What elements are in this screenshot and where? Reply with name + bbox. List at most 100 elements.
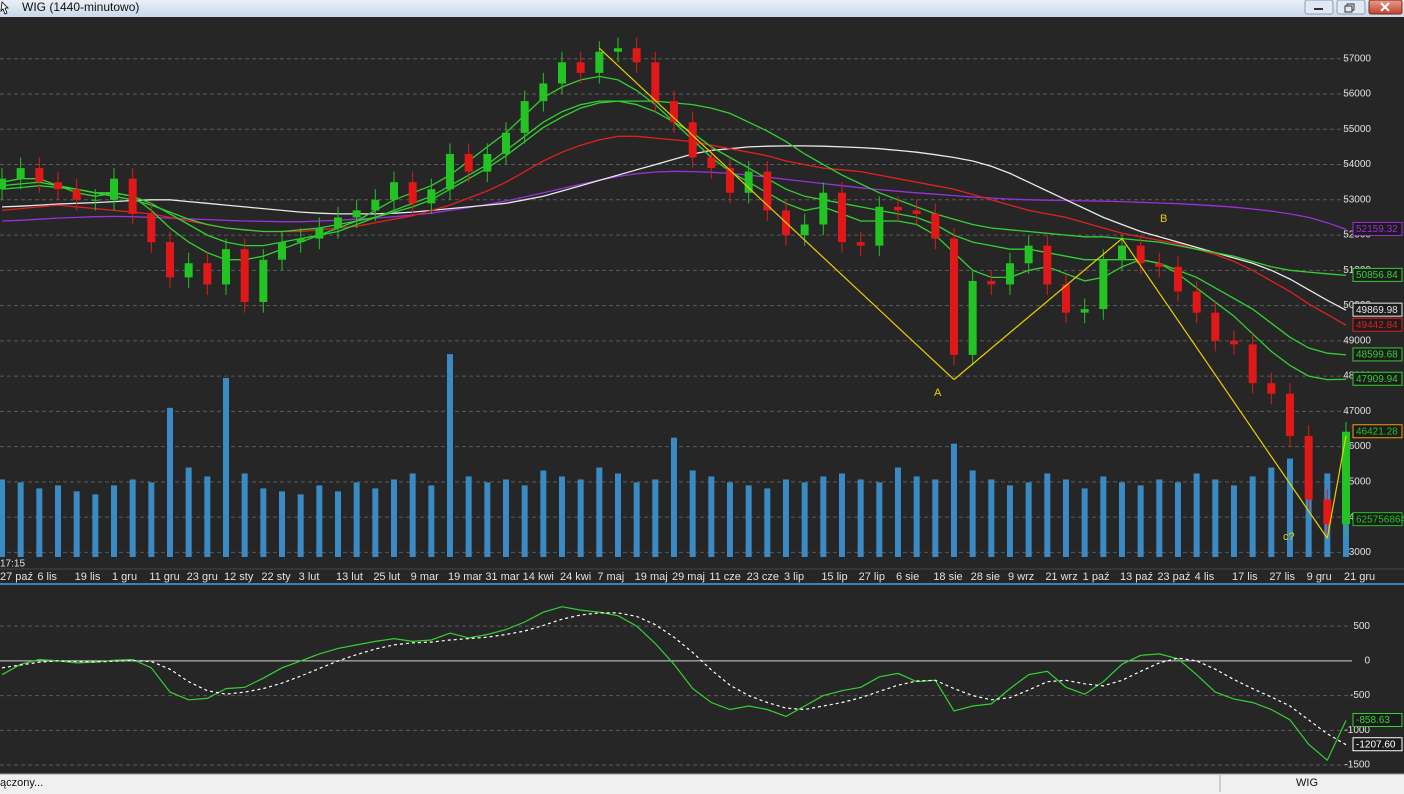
x-tick-label: 19 lis	[75, 571, 101, 583]
volume-bar	[558, 476, 565, 557]
macd-pane: -1500 -1000 -500 0 500 -858.63 -1207.60	[0, 606, 1403, 771]
volume-bar	[1174, 482, 1181, 557]
volume-bar	[1062, 479, 1069, 557]
x-tick-label: 7 maj	[597, 571, 624, 583]
volume-bar	[1137, 485, 1144, 557]
volume-bar	[0, 479, 5, 557]
volume-bar	[316, 485, 323, 557]
volume-bar	[17, 482, 24, 557]
window-icon	[0, 1, 9, 15]
volume-bar	[745, 485, 752, 557]
candle-body	[147, 213, 156, 243]
volume-bar	[633, 482, 640, 557]
candle-body	[72, 189, 81, 200]
x-tick-label: 13 paź	[1120, 571, 1153, 583]
y-tick-label: 54000	[1343, 159, 1371, 170]
y-tick-label: 500	[1353, 621, 1370, 632]
candle-body	[763, 171, 772, 211]
volume-bar	[521, 485, 528, 557]
restore-button[interactable]	[1336, 0, 1366, 15]
x-tick-label: 11 cze	[709, 571, 741, 583]
volume-bar	[801, 482, 808, 557]
x-tick-label: 27 lis	[1269, 571, 1295, 583]
volume-bar	[708, 476, 715, 557]
candle-body	[632, 48, 641, 63]
x-tick-label: 24 kwi	[560, 571, 591, 583]
candle-body	[576, 62, 585, 73]
x-tick-label: 12 sty	[224, 571, 254, 583]
candle-body	[1248, 344, 1257, 384]
candle-body	[1099, 259, 1108, 310]
volume-bar	[726, 482, 733, 557]
x-tick-label: 27 lip	[859, 571, 885, 583]
x-tick-label: 9 gru	[1307, 571, 1332, 583]
volume-bar	[614, 473, 621, 557]
volume-bar	[409, 473, 416, 557]
last-value-label: 47909.94	[1356, 374, 1398, 385]
volume-bar	[1249, 476, 1256, 557]
candle-body	[1117, 245, 1126, 260]
candle-body	[35, 168, 44, 183]
y-tick-label: 46000	[1343, 441, 1371, 452]
volume-bar	[446, 354, 453, 557]
status-symbol: WIG	[1296, 777, 1318, 789]
last-value-label: 48599.68	[1356, 350, 1398, 361]
volume-bar	[390, 479, 397, 557]
x-tick-label: 19 maj	[635, 571, 668, 583]
volume-bar	[185, 467, 192, 557]
volume-bar	[764, 488, 771, 557]
last-value-label: -1207.60	[1356, 739, 1396, 750]
wave-line	[1121, 238, 1328, 539]
candle-body	[165, 242, 174, 278]
candle-body	[707, 157, 716, 169]
volume-bar	[36, 488, 43, 557]
volume-bar	[652, 479, 659, 557]
candle-body	[91, 199, 100, 201]
minimize-button[interactable]	[1304, 0, 1334, 15]
candle-body	[483, 153, 492, 172]
volume-bar	[894, 467, 901, 557]
last-volume-label: 625756864	[1356, 514, 1404, 525]
volume-bar	[1156, 479, 1163, 557]
candle-body	[651, 62, 660, 102]
volume-bar	[297, 494, 304, 557]
volume-bar	[222, 378, 229, 557]
x-tick-label: 17 lis	[1232, 571, 1258, 583]
candle-body	[1155, 263, 1164, 267]
last-value-label-box	[1352, 737, 1403, 752]
volume-bar	[540, 470, 547, 557]
x-tick-label: 3 lip	[784, 571, 804, 583]
y-tick-label: 49000	[1343, 335, 1371, 346]
window-title: WIG (1440-minutowo)	[22, 0, 139, 14]
volume-bar	[596, 467, 603, 557]
candle-body	[837, 192, 846, 243]
candle-body	[856, 242, 865, 246]
volume-bar	[689, 470, 696, 557]
volume-bar	[857, 479, 864, 557]
volume-bar	[92, 494, 99, 557]
last-value-label-box	[1352, 267, 1403, 282]
volume-bar	[148, 482, 155, 557]
candle-body	[744, 171, 753, 193]
volume-bar	[838, 473, 845, 557]
volume-bar	[1268, 467, 1275, 557]
x-tick-label: 23 gru	[187, 571, 218, 583]
candle-body	[1192, 291, 1201, 313]
x-tick-label: 29 maj	[672, 571, 705, 583]
last-price-label-box	[1352, 424, 1403, 439]
title-bar	[0, 0, 1404, 17]
candle-body	[987, 280, 996, 285]
candle-body	[501, 132, 510, 154]
candle-body	[875, 206, 884, 246]
x-tick-label: 23 cze	[747, 571, 779, 583]
wave-line	[598, 47, 955, 381]
candle-body	[1173, 266, 1182, 292]
x-tick-label: 1 gru	[112, 571, 137, 583]
y-tick-label: 43000	[1343, 547, 1371, 558]
volume-bar	[670, 437, 677, 557]
last-value-label: 49869.98	[1356, 305, 1398, 316]
close-button[interactable]	[1368, 0, 1403, 15]
candle-body	[613, 48, 622, 52]
volume-bar	[577, 479, 584, 557]
